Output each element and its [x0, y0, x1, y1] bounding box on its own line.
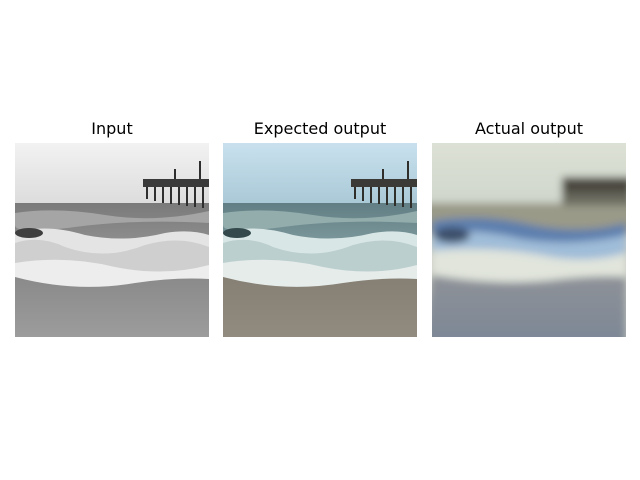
actual-output-image — [432, 143, 626, 337]
beach-pier-grayscale-photo — [15, 143, 209, 337]
input-image — [15, 143, 209, 337]
beach-pier-color-photo — [223, 143, 417, 337]
beach-pier-blurry-photo — [432, 143, 626, 337]
actual-output-title: Actual output — [432, 118, 626, 140]
expected-output-title: Expected output — [223, 118, 417, 140]
expected-output-image — [223, 143, 417, 337]
input-title: Input — [15, 118, 209, 140]
